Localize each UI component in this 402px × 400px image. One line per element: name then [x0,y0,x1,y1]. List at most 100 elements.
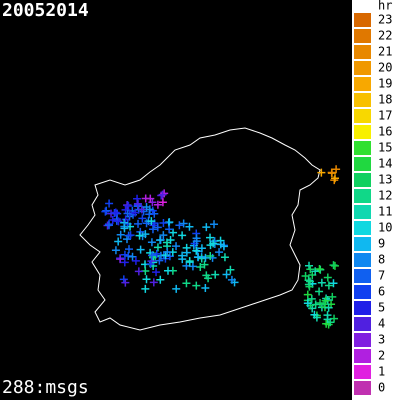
strike [147,217,156,226]
strike [123,209,132,218]
legend-swatch [354,253,371,267]
strike [166,236,175,245]
strike [147,251,156,260]
strike [192,237,201,246]
legend-swatch [354,301,371,315]
legend-swatch [354,109,371,123]
strike [317,278,326,287]
strike [155,256,164,265]
strike [120,224,129,233]
strike [211,270,220,279]
strike [133,199,142,208]
legend-swatch [354,221,371,235]
strikes [101,165,341,329]
legend-label: 8 [378,253,385,267]
strike [163,248,172,257]
strike [114,237,123,246]
legend-swatch [354,45,371,59]
strike [124,245,133,254]
legend-label: 21 [378,45,392,59]
strike [329,261,338,270]
strike [121,278,130,287]
strike [160,189,169,198]
strike [135,231,144,240]
strike [332,165,341,174]
strike [120,250,129,259]
strike [124,202,133,211]
strike [301,271,310,280]
legend-label: 3 [378,333,385,347]
strike [146,194,155,203]
strike [215,248,224,257]
strike [307,294,316,303]
strike [175,221,184,230]
strike [192,246,201,255]
legend-label: 5 [378,301,385,315]
legend-swatch [354,189,371,203]
legend-swatch [354,93,371,107]
strike [182,248,191,257]
strike [152,268,161,277]
strike [179,219,188,228]
strike [178,255,187,264]
legend-label: 22 [378,29,392,43]
legend-swatch [354,381,371,395]
strike [185,258,194,267]
legend-swatch [354,365,371,379]
strike [330,314,339,323]
strike [153,200,162,209]
strike [138,214,147,223]
strike [114,217,123,226]
strike [226,265,235,274]
strike [321,296,330,305]
legend-label: 10 [378,221,392,235]
strike [306,277,315,286]
legend-label: 4 [378,317,385,331]
strike [200,260,209,269]
legend-label: 23 [378,13,392,27]
legend-swatch [354,237,371,251]
legend-swatch [354,13,371,27]
strike [323,273,332,282]
strike [116,255,125,264]
strike [305,261,314,270]
legend-swatch [354,285,371,299]
legend-swatch [354,29,371,43]
strike [131,208,140,217]
strike [149,278,158,287]
strike [320,300,329,309]
strike [324,281,333,290]
strike [315,264,324,273]
legend-title: hr [378,0,392,13]
strike [131,256,140,265]
strike [147,238,156,247]
strike [142,203,151,212]
legend-label: 13 [378,173,392,187]
strike [134,267,143,276]
legend-swatch [354,269,371,283]
strike [201,253,210,262]
strike [324,303,333,312]
strike [142,275,151,284]
legend-label: 6 [378,285,385,299]
legend-label: 14 [378,157,392,171]
strike [111,208,120,217]
strike [133,194,142,203]
legend-swatch [354,77,371,91]
legend-label: 20 [378,61,392,75]
strike [128,252,137,261]
strike [315,287,324,296]
strike [137,205,146,214]
coastline [79,127,321,331]
strike [202,223,211,232]
strike [222,270,231,279]
strike [141,284,150,293]
legend-swatch [354,333,371,347]
strike [146,260,155,269]
strike [306,265,315,274]
strike [206,251,215,260]
date-title: 20052014 [2,0,89,21]
strike [172,284,181,293]
strike [105,199,114,208]
